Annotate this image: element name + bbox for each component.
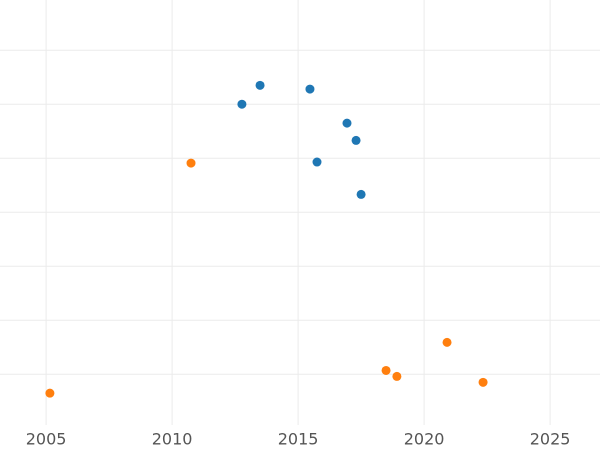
point bbox=[351, 135, 361, 145]
point bbox=[305, 84, 315, 94]
x-tick-label: 2025 bbox=[530, 430, 571, 449]
x-tick-label: 2020 bbox=[404, 430, 445, 449]
point bbox=[342, 118, 352, 128]
point bbox=[356, 189, 366, 199]
point bbox=[478, 377, 488, 387]
x-tick-label: 2010 bbox=[152, 430, 193, 449]
point bbox=[392, 371, 402, 381]
point bbox=[237, 99, 247, 109]
point bbox=[186, 158, 196, 168]
point bbox=[312, 157, 322, 167]
x-tick-label: 2005 bbox=[26, 430, 67, 449]
x-tick-label: 2015 bbox=[278, 430, 319, 449]
point bbox=[45, 388, 55, 398]
point bbox=[442, 337, 452, 347]
point bbox=[255, 80, 265, 90]
point bbox=[381, 365, 391, 375]
